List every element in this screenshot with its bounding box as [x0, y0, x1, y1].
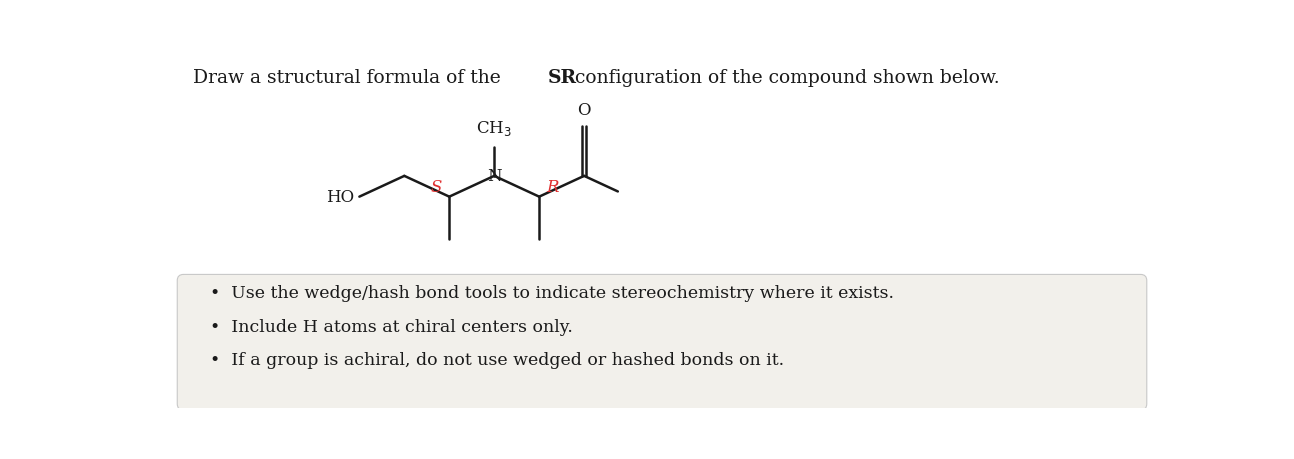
Text: configuration of the compound shown below.: configuration of the compound shown belo…	[569, 69, 1000, 87]
Text: •  If a group is achiral, do not use wedged or hashed bonds on it.: • If a group is achiral, do not use wedg…	[210, 351, 784, 368]
Text: Draw a structural formula of the: Draw a structural formula of the	[193, 69, 506, 87]
Text: •  Use the wedge/hash bond tools to indicate stereochemistry where it exists.: • Use the wedge/hash bond tools to indic…	[210, 285, 894, 302]
Text: HO: HO	[326, 189, 355, 206]
Text: N: N	[487, 167, 502, 184]
Text: SR: SR	[547, 69, 576, 87]
FancyBboxPatch shape	[177, 275, 1146, 410]
Text: •  Include H atoms at chiral centers only.: • Include H atoms at chiral centers only…	[210, 318, 573, 335]
Text: O: O	[577, 102, 591, 119]
Text: S: S	[431, 179, 441, 196]
Text: CH$_3$: CH$_3$	[476, 119, 512, 138]
Text: R: R	[546, 179, 559, 196]
